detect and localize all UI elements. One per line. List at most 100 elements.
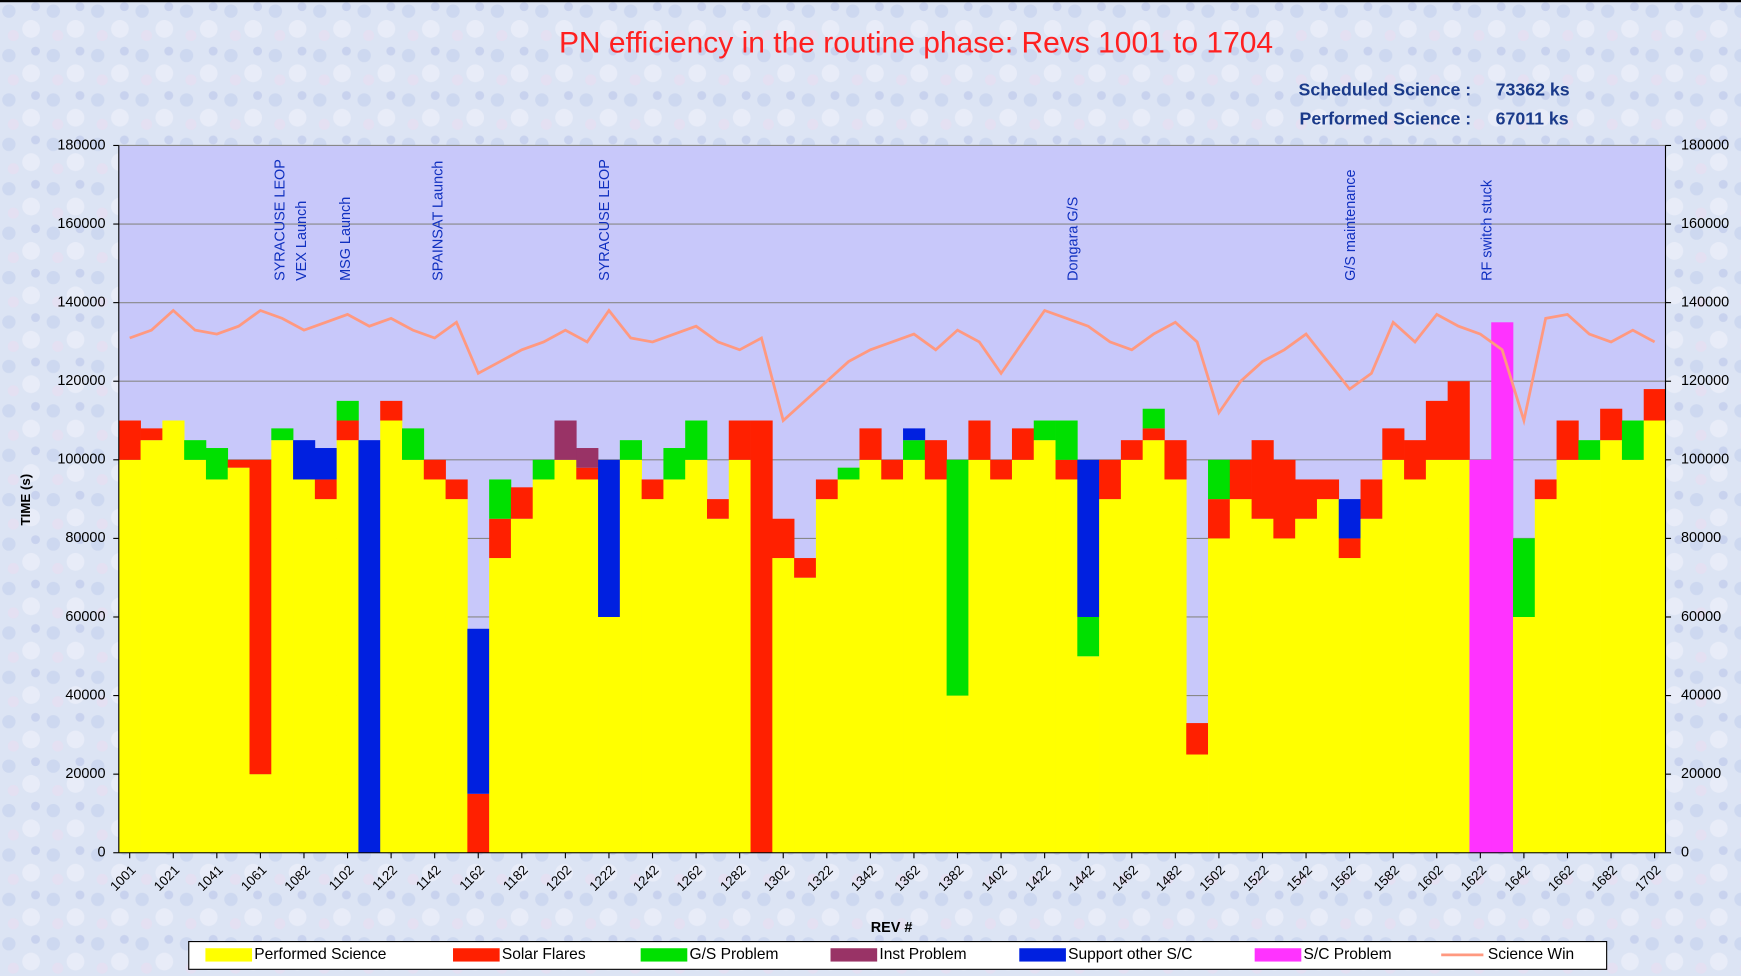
bar-segment (1208, 538, 1231, 853)
bar-segment (532, 459, 555, 480)
bar-segment (815, 479, 839, 500)
y-tick-label: 180000 (57, 137, 105, 153)
bar-segment (118, 420, 141, 460)
bar-segment (1229, 459, 1252, 500)
bar-segment (162, 420, 185, 853)
bar-segment (1316, 499, 1340, 853)
bar-segment (990, 459, 1013, 480)
bar-segment (1273, 538, 1296, 853)
bar-segment (184, 440, 207, 460)
bar-segment (336, 420, 359, 441)
bar-segment (1099, 459, 1122, 500)
bar-segment (859, 459, 882, 853)
legend (188, 941, 1608, 970)
bar-segment (685, 420, 708, 460)
bar-segment (837, 467, 860, 480)
bar-segment (1077, 656, 1100, 853)
top-border (0, 0, 1741, 3)
bar-segment (1360, 518, 1383, 853)
bar-segment (728, 459, 751, 853)
bar-segment (1513, 616, 1536, 853)
bar-segment (881, 479, 904, 853)
legend-label: G/S Problem (690, 946, 779, 963)
bar-segment (1578, 440, 1601, 460)
legend-label: Science Win (1488, 946, 1574, 963)
y2-tick-label: 160000 (1681, 216, 1729, 232)
event-annotation: SYRACUSE LEOP (597, 159, 613, 281)
bar-segment (445, 479, 468, 500)
bar-segment (1600, 440, 1623, 853)
bar-segment (903, 428, 926, 441)
bar-segment (794, 577, 817, 853)
bar-segment (1425, 400, 1448, 460)
bar-segment (1621, 420, 1645, 460)
bar-segment (1077, 616, 1100, 657)
chart-title: PN efficiency in the routine phase: Revs… (559, 26, 1273, 59)
bar-segment (924, 479, 947, 853)
bar-segment (794, 558, 817, 578)
bar-segment (576, 467, 599, 480)
bar-segment (1120, 459, 1144, 853)
bar-segment (1273, 459, 1296, 539)
bar-segment (358, 440, 381, 853)
bar-segment (314, 448, 337, 480)
event-annotation: RF switch stuck (1480, 179, 1496, 281)
bar-segment (1142, 408, 1165, 429)
bar-segment (1208, 499, 1231, 539)
y2-tick-label: 80000 (1681, 530, 1721, 546)
bar-segment (423, 479, 446, 853)
y2-tick-label: 40000 (1681, 687, 1721, 703)
bar-segment (1382, 459, 1405, 853)
bar-segment (881, 459, 904, 480)
bar-segment (249, 459, 272, 775)
bar-segment (1120, 440, 1144, 460)
bar-segment (293, 440, 316, 480)
y-tick-label: 40000 (65, 687, 105, 703)
y-tick-label: 160000 (57, 216, 105, 232)
science-win-line (129, 308, 1656, 427)
bar-segment (1077, 459, 1100, 617)
bar-segment (728, 420, 751, 460)
bar-segment (1229, 499, 1252, 853)
bar-segment (1055, 459, 1078, 480)
bar-segment (467, 628, 490, 794)
bar-segment (1251, 440, 1274, 519)
bar-segment (1534, 479, 1557, 500)
y-tick-label: 80000 (65, 530, 105, 546)
x-axis-label: REV # (871, 920, 913, 936)
bar-segment (946, 695, 969, 853)
bar-segment (1295, 479, 1318, 519)
bar-segment (1404, 440, 1427, 480)
bar-segment (205, 448, 229, 480)
bar-segment (1011, 428, 1035, 460)
bar-segment (990, 479, 1013, 853)
legend-label: Solar Flares (502, 946, 586, 963)
bar-segment (1447, 459, 1470, 853)
bar-segment (1164, 479, 1187, 853)
bar-segment (554, 459, 577, 853)
bar-segment (510, 487, 534, 519)
bar-segment (1099, 499, 1122, 853)
bar-segment (249, 774, 272, 853)
bar-segment (1251, 518, 1274, 853)
event-annotation: SYRACUSE LEOP (273, 159, 289, 281)
bar-segment (314, 499, 337, 853)
bar-segment (554, 420, 577, 460)
bar-segment (489, 558, 512, 853)
bar-segment (1513, 538, 1536, 617)
y-tick-label: 140000 (57, 294, 105, 310)
bar-segment (227, 459, 250, 468)
summary-label: Scheduled Science : (1299, 80, 1472, 100)
bar-segment (402, 459, 425, 853)
legend-label: Performed Science (254, 946, 386, 963)
y2-tick-label: 120000 (1681, 373, 1729, 389)
bar-segment (467, 793, 490, 853)
bar-segment (641, 479, 664, 500)
bar-segment (271, 440, 294, 853)
legend-label: Inst Problem (879, 946, 966, 963)
bar-segment (140, 428, 163, 441)
bar-segment (380, 400, 403, 421)
bar-segment (489, 479, 512, 519)
bar-segment (445, 499, 468, 853)
